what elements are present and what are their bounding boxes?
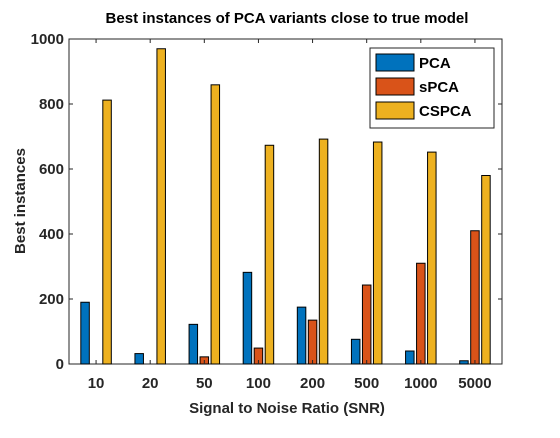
- legend-label-pca: PCA: [419, 55, 451, 72]
- bar-cspca-10: [102, 99, 112, 365]
- bar-pca-1000: [405, 350, 415, 365]
- bar-cspca-50: [210, 84, 221, 365]
- legend: PCA sPCA CSPCA: [369, 47, 495, 129]
- bar-pca-50: [188, 323, 199, 365]
- bars-group: [80, 48, 491, 365]
- x-tick-label: 20: [142, 375, 159, 392]
- bar-pca-500: [350, 338, 361, 365]
- bar-pca-5000: [459, 360, 469, 365]
- bar-cspca-100: [264, 144, 275, 365]
- legend-swatch-pca: [375, 53, 415, 72]
- bar-cspca-1000: [427, 151, 437, 365]
- bar-spca-5000: [470, 230, 480, 365]
- y-tick-label: 0: [56, 356, 64, 373]
- legend-swatch-spca: [375, 77, 415, 96]
- y-axis-label: Best instances: [12, 148, 29, 254]
- y-tick-label: 600: [39, 161, 64, 178]
- x-tick-label: 1000: [404, 375, 437, 392]
- bar-pca-100: [242, 271, 253, 365]
- bar-pca-20: [134, 353, 144, 365]
- y-tick-label: 400: [39, 226, 64, 243]
- bar-cspca-200: [318, 138, 329, 365]
- bar-spca-500: [361, 284, 372, 365]
- chart-title: Best instances of PCA variants close to …: [106, 10, 469, 27]
- legend-label-spca: sPCA: [419, 79, 459, 96]
- x-tick-label: 500: [354, 375, 379, 392]
- bar-spca-200: [307, 319, 318, 365]
- bar-cspca-500: [372, 141, 383, 365]
- x-axis-ticks: 10 20 50 100 200 500 1000 5000: [88, 39, 492, 392]
- bar-pca-10: [80, 301, 90, 365]
- x-tick-label: 50: [196, 375, 213, 392]
- y-tick-label: 800: [39, 96, 64, 113]
- x-tick-label: 200: [300, 375, 325, 392]
- x-tick-label: 5000: [458, 375, 491, 392]
- legend-swatch-cspca: [375, 101, 415, 120]
- bar-pca-200: [296, 306, 307, 365]
- legend-label-cspca: CSPCA: [419, 103, 472, 120]
- bar-cspca-20: [156, 48, 166, 365]
- bar-cspca-5000: [481, 175, 491, 365]
- y-axis-ticks: 0 200 400 600 800 1000: [31, 31, 502, 373]
- x-axis-label: Signal to Noise Ratio (SNR): [189, 400, 385, 417]
- x-tick-label: 100: [246, 375, 271, 392]
- y-tick-label: 1000: [31, 31, 64, 48]
- bar-spca-1000: [416, 262, 426, 365]
- x-tick-label: 10: [88, 375, 105, 392]
- y-tick-label: 200: [39, 291, 64, 308]
